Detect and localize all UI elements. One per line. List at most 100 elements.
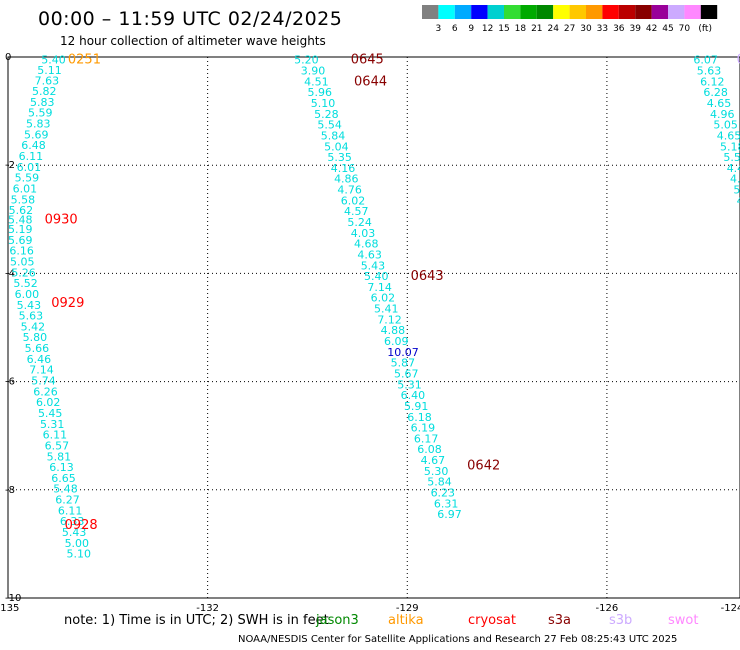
wave-height-point: 5.28: [314, 108, 339, 121]
color-scale-legend: 3 6 9 12 15 18 21 24 27 30 33 36 39 42 45 70 (ft): [422, 5, 718, 34]
scale-label: 3: [436, 24, 442, 34]
wave-height-point: 4.88: [381, 324, 406, 337]
wave-height-point: 5.24: [347, 216, 372, 229]
wave-height-point: 4.03: [351, 227, 376, 240]
wave-height-point: 5.62: [9, 204, 34, 217]
chart-title: 00:00 – 11:59 UTC 02/24/2025: [38, 8, 343, 30]
satellite-legend: jason3 altika cryosat s3a s3b swot: [0, 613, 740, 631]
wave-height-point: 5.63: [19, 310, 43, 323]
satellite-legend-s3b: s3b: [609, 613, 633, 628]
wave-height-point: 5.05: [713, 119, 738, 132]
wave-height-point: 4.68: [354, 238, 379, 251]
y-tick-label: 0: [5, 52, 11, 63]
wave-height-point: 5.59: [15, 172, 40, 185]
wave-height-point: 6.33: [60, 515, 85, 528]
wave-height-point: 5.59: [28, 107, 53, 120]
scale-swatch: [438, 5, 455, 19]
scale-label: 6: [452, 24, 458, 34]
wave-height-point: 5.74: [31, 375, 56, 388]
wave-height-point: 6.48: [21, 139, 45, 152]
pass-time-label: 0643: [411, 269, 444, 284]
wave-height-point: 6.01: [13, 182, 37, 195]
pass-time-label: 0930: [45, 212, 78, 227]
y-tick-label: -2: [5, 160, 15, 171]
pass-time-label: 0642: [467, 458, 500, 473]
wave-height-point: 5.58: [11, 193, 36, 206]
wave-height-point: 5.40: [364, 270, 389, 283]
wave-height-point: 5.52: [13, 277, 38, 290]
scale-swatch: [520, 5, 537, 19]
y-tick-label: -10: [5, 593, 21, 604]
wave-height-point: 5.43: [62, 526, 87, 539]
wave-height-point: 10.07: [387, 346, 419, 359]
scale-swatch: [651, 5, 668, 19]
chart-footer: NOAA/NESDIS Center for Satellite Applica…: [238, 634, 678, 645]
wave-height-point: 5.84: [321, 129, 346, 142]
wave-height-point: 6.11: [19, 150, 43, 163]
wave-height-point: 5.45: [38, 407, 63, 420]
wave-height-point: 5.04: [324, 140, 349, 153]
wave-height-point: 7.63: [35, 74, 60, 87]
scale-label: 42: [646, 24, 657, 34]
wave-height-point: 5.31: [397, 378, 422, 391]
wave-height-point: 6.18: [407, 411, 432, 424]
wave-height-point: 5.87: [391, 357, 416, 370]
wave-height-point: 7.14: [29, 364, 54, 377]
wave-height-point: 5.66: [25, 342, 50, 355]
satellite-legend-altika: altika: [388, 613, 424, 628]
y-tick-label: -8: [5, 485, 15, 496]
scale-label: 24: [547, 24, 559, 34]
scale-swatch: [684, 5, 701, 19]
wave-height-point: 5.82: [32, 85, 57, 98]
wave-height-point: 4.86: [334, 173, 359, 186]
wave-height-point: 6.46: [27, 353, 52, 366]
scale-label: 21: [531, 24, 542, 34]
scale-swatch: [586, 5, 603, 19]
wave-height-point: 6.02: [371, 292, 396, 305]
wave-height-point: 6.02: [36, 396, 61, 409]
satellite-legend-s3a: s3a: [548, 613, 572, 628]
wave-height-point: 5.41: [374, 303, 399, 316]
wave-height-point: 5.63: [697, 65, 722, 78]
scale-label: 27: [564, 24, 575, 34]
wave-height-point: 5.43: [17, 299, 42, 312]
wave-height-point: 5.35: [327, 151, 352, 164]
scale-label: 45: [662, 24, 673, 34]
wave-height-point: 5.31: [40, 418, 65, 431]
satellite-legend-cryosat: cryosat: [468, 613, 516, 628]
wave-height-point: 5.96: [307, 86, 332, 99]
wave-height-point: 6.02: [341, 194, 366, 207]
scale-label: 70: [679, 24, 691, 34]
wave-height-point: 4.51: [304, 75, 329, 88]
wave-height-point: 3.90: [301, 65, 326, 78]
x-tick-label: -132: [196, 603, 219, 612]
wave-height-point: 6.07: [693, 54, 718, 67]
pass-time-label: 0644: [354, 74, 387, 89]
pass-time-label: 0928: [65, 518, 98, 533]
data-layer: 5.405.117.635.825.835.595.835.696.486.11…: [8, 53, 740, 561]
pass-time-label: 0606: [737, 53, 740, 68]
wave-height-point: 5.67: [394, 367, 419, 380]
wave-height-point: 5.80: [23, 331, 48, 344]
wave-height-point: 6.11: [43, 429, 68, 442]
wave-height-point: 6.28: [703, 86, 728, 99]
wave-height-point: 4.65: [717, 129, 740, 142]
scale-swatch: [487, 5, 504, 19]
wave-height-point: 4.48: [737, 194, 740, 207]
wave-height-point: 5.18: [720, 140, 740, 153]
scale-swatch: [602, 5, 619, 19]
wave-height-point: 4.45: [727, 162, 740, 175]
wave-height-point: 4.65: [707, 97, 732, 110]
wave-height-point: 6.16: [9, 245, 34, 258]
wave-height-point: 5.10: [67, 548, 92, 561]
scale-swatch: [422, 5, 439, 19]
y-tick-label: -6: [5, 377, 15, 388]
wave-height-chart: -135-132-129-126-123-1240-2-4-6-8-105.40…: [0, 52, 740, 612]
wave-height-point: 7.12: [377, 313, 402, 326]
wave-height-point: 5.69: [24, 128, 49, 141]
scale-swatch: [635, 5, 652, 19]
scale-swatch: [536, 5, 554, 19]
scale-label: 39: [629, 24, 641, 34]
wave-height-point: 5.81: [47, 450, 71, 463]
x-tick-label: -124: [721, 603, 740, 612]
